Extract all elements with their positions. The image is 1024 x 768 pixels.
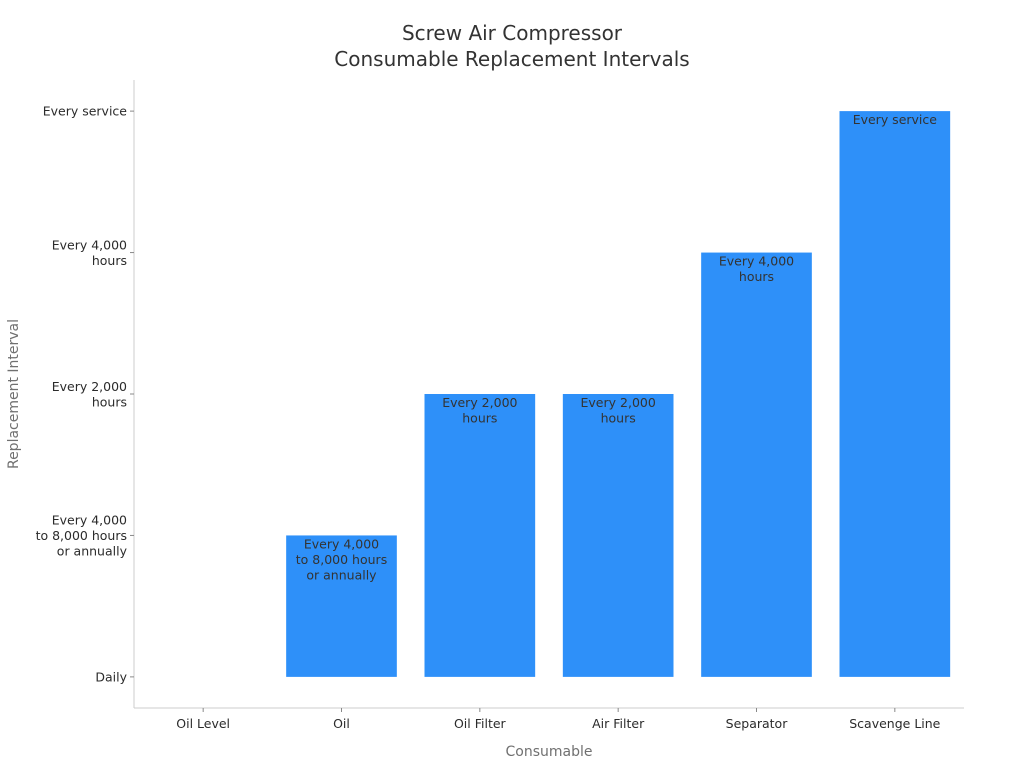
chart-title-line-1: Screw Air Compressor [402, 21, 623, 45]
bar-data-label: Every 4,000 to 8,000 hours or annually [296, 536, 387, 582]
bar-data-label: Every 2,000 hours [442, 395, 517, 426]
x-tick-label: Scavenge Line [849, 716, 940, 731]
chart-title: Screw Air Compressor Consumable Replacem… [334, 21, 689, 71]
x-tick-label: Oil Filter [454, 716, 507, 731]
x-tick-label: Oil Level [176, 716, 230, 731]
x-tick-label: Oil [333, 716, 350, 731]
bar-data-label: Every 2,000 hours [581, 395, 656, 426]
y-tick-label: Every 2,000 hours [52, 379, 127, 410]
bar [701, 252, 812, 677]
y-tick-label: Every service [43, 104, 128, 119]
bar-labels-group: Every 4,000 to 8,000 hours or annually Ever… [296, 112, 937, 582]
y-tick-label: Every 4,000 hours [52, 237, 127, 268]
x-tick-label: Air Filter [592, 716, 645, 731]
x-axis-ticks: Oil Level Oil Oil Filter Air Filter Separato… [176, 708, 941, 731]
bar [424, 394, 536, 677]
bar-data-label: Every service [853, 112, 938, 127]
x-axis-label: Consumable [506, 744, 593, 760]
bar [562, 394, 674, 677]
y-tick-label: Every 4,000 to 8,000 hours or annually [36, 512, 128, 558]
chart-title-line-2: Consumable Replacement Intervals [334, 47, 689, 71]
bar [839, 111, 951, 677]
bar-data-label: Every 4,000 hours [719, 254, 794, 285]
bars-group [286, 111, 951, 677]
bar [286, 535, 397, 677]
x-tick-label: Separator [726, 716, 789, 731]
y-axis-label: Replacement Interval [6, 319, 22, 469]
y-tick-label: Daily [95, 669, 127, 684]
y-axis-ticks: Daily Every 4,000 to 8,000 hours or annuall… [36, 104, 134, 684]
